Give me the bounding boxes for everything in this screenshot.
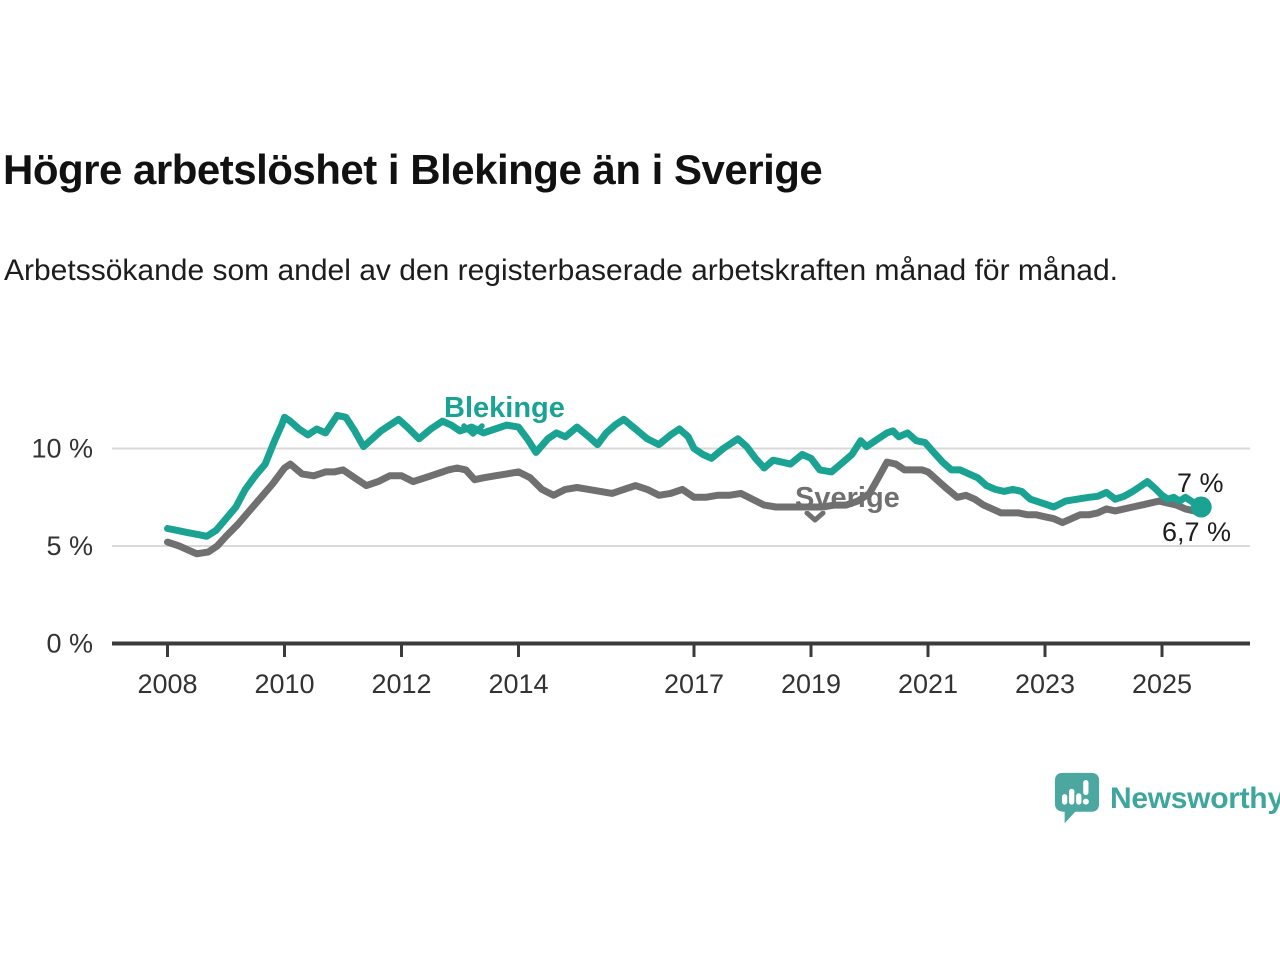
end-value-label-blekinge: 7 % (1177, 468, 1224, 498)
logo-bar-3 (1076, 793, 1082, 805)
chevron-down-icon (461, 423, 485, 437)
x-axis-tick-label: 2023 (1015, 669, 1075, 699)
logo-bar-2 (1069, 788, 1075, 805)
chevron-down-stroke (804, 511, 826, 523)
x-axis-tick-label: 2019 (781, 669, 841, 699)
logo-wordmark: Newsworthy (1110, 781, 1280, 815)
logo-exclamation-bar (1083, 779, 1089, 795)
x-axis-tick-label: 2014 (488, 669, 548, 699)
logo-bar-1 (1061, 794, 1068, 805)
x-axis-tick-label: 2008 (137, 669, 197, 699)
chevron-down-stroke (461, 423, 485, 437)
chevron-down-icon (804, 511, 826, 523)
x-axis-tick-label: 2017 (664, 669, 724, 699)
y-axis-tick-label: 5 % (46, 531, 93, 561)
latest-value-dot-blekinge (1190, 496, 1212, 518)
speech-bubble-bar-chart-icon (1054, 772, 1100, 824)
y-axis-tick-label: 0 % (46, 629, 93, 659)
x-axis-tick-label: 2025 (1132, 669, 1192, 699)
newsworthy-logo: Newsworthy (1054, 772, 1280, 825)
series-line-blekinge (164, 411, 1205, 540)
end-value-label-sverige: 6,7 % (1162, 517, 1232, 547)
x-axis-tick-label: 2010 (254, 669, 314, 699)
series-label-blekinge: Blekinge (444, 392, 565, 424)
logo-exclamation-dot (1082, 798, 1089, 805)
x-axis-tick-label: 2012 (371, 669, 431, 699)
chart-subtitle: Arbetssökande som andel av den registerb… (4, 254, 1118, 287)
chart-title: Högre arbetslöshet i Blekinge än i Sveri… (3, 146, 823, 193)
x-axis-tick-label: 2021 (898, 669, 958, 699)
series-line-sverige (164, 458, 1205, 558)
y-axis-tick-label: 10 % (31, 434, 93, 464)
series-label-sverige: Sverige (795, 482, 900, 514)
